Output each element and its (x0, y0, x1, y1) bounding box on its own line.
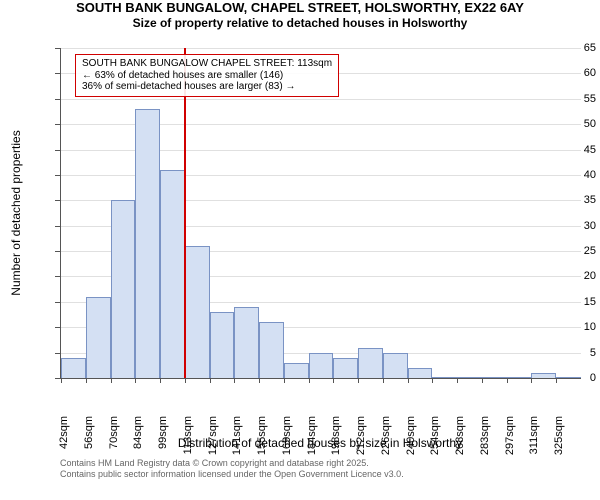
y-axis-label: Number of detached properties (9, 130, 23, 295)
bar (457, 377, 482, 378)
bar (432, 377, 457, 378)
reference-line (184, 48, 186, 378)
bar (185, 246, 210, 378)
bar (160, 170, 185, 378)
footer-line-1: Contains HM Land Registry data © Crown c… (60, 458, 404, 469)
footer-line-2: Contains public sector information licen… (60, 469, 404, 480)
bar (259, 322, 284, 378)
footer-attribution: Contains HM Land Registry data © Crown c… (60, 458, 404, 480)
chart-title: SOUTH BANK BUNGALOW, CHAPEL STREET, HOLS… (0, 0, 600, 16)
plot-area (60, 48, 581, 379)
bar (111, 200, 136, 378)
bar (358, 348, 383, 378)
bar (309, 353, 334, 378)
bar (86, 297, 111, 378)
annotation-box: SOUTH BANK BUNGALOW CHAPEL STREET: 113sq… (75, 54, 339, 97)
bar (507, 377, 532, 378)
chart-subtitle: Size of property relative to detached ho… (0, 16, 600, 30)
bar (234, 307, 259, 378)
bar (284, 363, 309, 378)
chart-container: SOUTH BANK BUNGALOW, CHAPEL STREET, HOLS… (0, 0, 600, 500)
annotation-line-3: 36% of semi-detached houses are larger (… (82, 81, 332, 93)
x-axis-label: Distribution of detached houses by size … (60, 436, 580, 450)
bar (383, 353, 408, 378)
bar (135, 109, 160, 378)
bar (333, 358, 358, 378)
annotation-line-2: ← 63% of detached houses are smaller (14… (82, 70, 332, 82)
bar (482, 377, 507, 378)
bar (210, 312, 235, 378)
bar (408, 368, 433, 378)
annotation-line-1: SOUTH BANK BUNGALOW CHAPEL STREET: 113sq… (82, 58, 332, 70)
bar (61, 358, 86, 378)
bar (531, 373, 556, 378)
bar (556, 377, 581, 378)
